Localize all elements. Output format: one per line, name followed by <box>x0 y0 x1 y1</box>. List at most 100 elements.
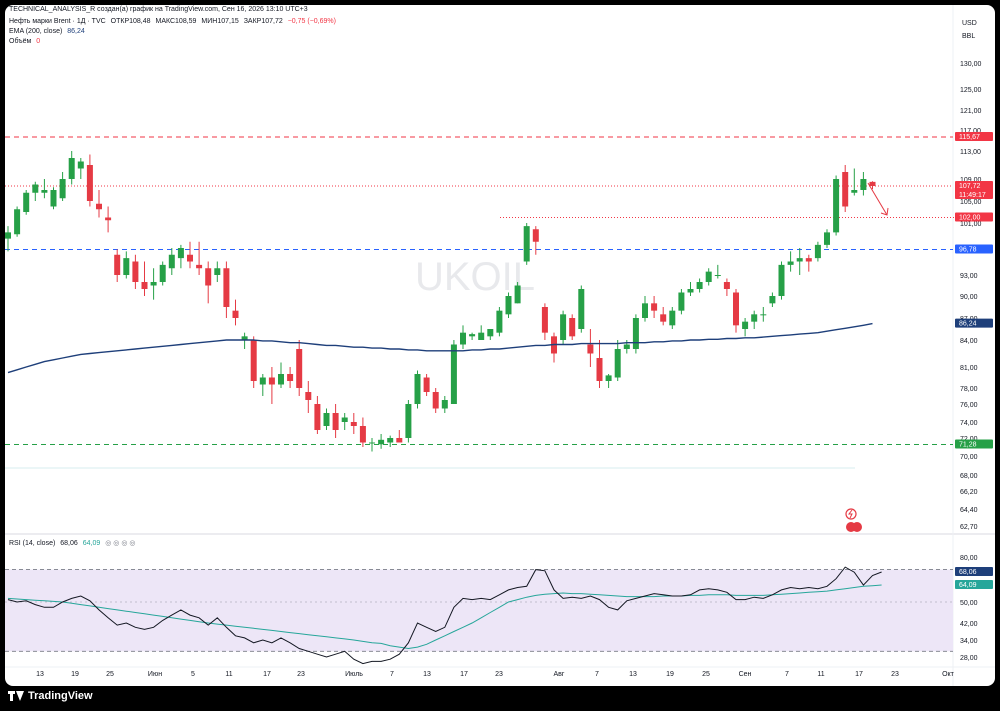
candle-body <box>341 417 348 422</box>
candle-body <box>460 332 466 345</box>
volume-value: 0 <box>36 38 41 45</box>
time-tick-label: 13 <box>36 671 44 678</box>
tv-logo-icon <box>8 691 24 701</box>
level-price-label: 96,78 <box>959 246 977 253</box>
time-tick-label: 7 <box>390 671 394 678</box>
candle-body <box>560 314 567 340</box>
time-tick-label: 17 <box>855 671 863 678</box>
price-tick-label: 101,00 <box>960 221 982 228</box>
flag-event-icon <box>852 522 862 532</box>
candle-body <box>487 329 494 337</box>
candle-body <box>132 261 139 282</box>
price-tick-label: 90,00 <box>960 294 978 301</box>
lightning-glyph <box>848 509 853 519</box>
candle-body <box>250 340 257 381</box>
rsi-tick-label: 42,00 <box>960 621 978 628</box>
candle-body <box>469 334 476 337</box>
level-price-tag <box>955 439 993 449</box>
price-tick-label: 84,00 <box>960 338 978 345</box>
high-value: МАКС108,59 <box>155 18 197 25</box>
publisher-note: TECHNICAL_ANALYSIS_R создан(а) график на… <box>9 6 308 13</box>
arrow-annotation <box>867 182 888 216</box>
rsi-band <box>5 569 953 652</box>
candle-body <box>50 190 57 207</box>
price-tick-label: 105,00 <box>960 199 982 206</box>
candle-body <box>114 254 121 275</box>
candle-body <box>205 268 212 286</box>
rsi-legend[interactable]: RSI (14, close) 68,06 64,09 ◎ ◎ ◎ ◎ <box>9 539 139 548</box>
symbol-title: Нефть марки Brent · 1Д · TVC <box>9 18 106 25</box>
time-tick-label: Авг <box>554 671 565 678</box>
open-value: ОТКР108,48 <box>110 18 151 25</box>
price-tick-label: 117,00 <box>960 128 981 135</box>
level-price-tag <box>955 244 993 254</box>
time-tick-label: Сен <box>739 671 752 678</box>
candle-body <box>141 282 148 289</box>
time-tick-label: 7 <box>595 671 599 678</box>
candle-body <box>824 232 830 245</box>
candle-body <box>396 438 403 443</box>
rsi-settings-icons[interactable]: ◎ ◎ ◎ ◎ <box>105 540 136 547</box>
candle-body <box>705 271 712 282</box>
rsi-tick-label: 28,00 <box>960 655 978 662</box>
price-tick-label: 121,00 <box>960 108 982 115</box>
time-tick-label: 13 <box>629 671 637 678</box>
candle-body <box>187 254 193 262</box>
candle-body <box>760 314 767 316</box>
rsi-ma-tag <box>955 580 993 589</box>
time-tick-label: 13 <box>423 671 431 678</box>
candle-body <box>77 161 84 169</box>
candle-body <box>305 392 312 400</box>
time-tick-label: 17 <box>460 671 468 678</box>
volume-legend[interactable]: Объём 0 <box>9 37 43 46</box>
level-price-tag <box>955 131 993 141</box>
time-tick-label: 25 <box>702 671 710 678</box>
time-tick-label: 23 <box>495 671 503 678</box>
candle-body <box>851 190 858 193</box>
candle-body <box>168 254 175 269</box>
level-price-label: 102,00 <box>959 215 981 222</box>
price-tick-label: 130,00 <box>960 61 982 68</box>
candle-body <box>150 282 157 286</box>
price-tick-label: 81,00 <box>960 365 978 372</box>
time-tick-label: 19 <box>666 671 674 678</box>
tradingview-logo[interactable]: TradingView <box>8 688 93 704</box>
candle-body <box>778 264 785 296</box>
ema-value: 86,24 <box>67 28 85 35</box>
candle-body <box>314 404 321 430</box>
candle-body <box>423 377 430 392</box>
candle-body <box>405 404 412 438</box>
level-price-label: 115,67 <box>959 134 980 141</box>
rsi-ma-tag-label: 64,09 <box>959 582 977 589</box>
candle-body <box>96 203 102 210</box>
candle-body <box>259 377 266 385</box>
candle-body <box>278 374 284 385</box>
rsi-value-tag <box>955 567 993 576</box>
candle-body <box>241 336 248 340</box>
price-tick-label: 109,00 <box>960 177 982 184</box>
level-price-tag <box>955 318 993 328</box>
countdown-label: 11:49:17 <box>959 192 986 199</box>
candle-body <box>632 318 639 349</box>
level-price-tag <box>955 212 993 222</box>
candle-body <box>350 422 357 426</box>
rsi-tick-label: 80,00 <box>960 555 978 562</box>
candle-body <box>596 358 603 381</box>
candle-body <box>86 165 93 201</box>
candle-body <box>323 413 330 426</box>
ema-label: EMA (200, close) <box>9 28 63 35</box>
candle-body <box>569 318 576 337</box>
candle-body <box>41 190 48 193</box>
candle-body <box>523 226 530 262</box>
candle-body <box>860 179 867 190</box>
rsi-ma-line <box>7 584 882 650</box>
time-tick-label: 17 <box>263 671 271 678</box>
candle-body <box>5 232 11 239</box>
candle-body <box>723 282 730 289</box>
candle-body <box>359 426 366 443</box>
ema-legend[interactable]: EMA (200, close) 86,24 <box>9 27 88 36</box>
rsi-line <box>7 566 882 665</box>
symbol-legend[interactable]: Нефть марки Brent · 1Д · TVC ОТКР108,48 … <box>9 17 339 26</box>
candle-body <box>196 264 203 269</box>
low-value: МИН107,15 <box>201 18 239 25</box>
